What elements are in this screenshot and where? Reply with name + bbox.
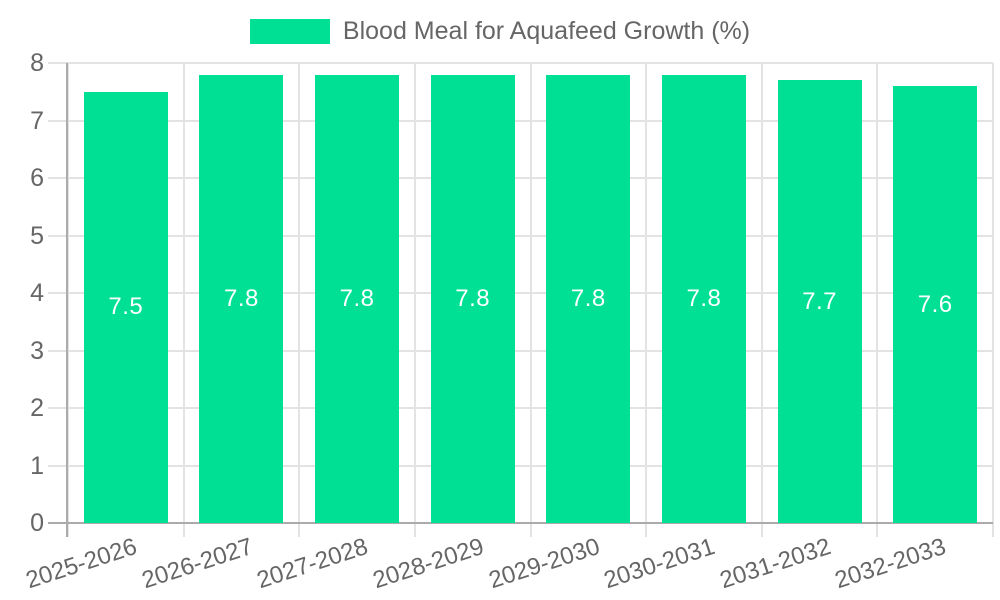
bar[interactable]: 7.8 <box>199 74 284 523</box>
y-gridline <box>48 62 993 64</box>
bar[interactable]: 7.8 <box>546 74 631 523</box>
bar-value-label: 7.8 <box>570 284 606 312</box>
y-gridline <box>48 292 993 294</box>
x-gridline <box>876 63 879 537</box>
x-gridline <box>67 63 69 537</box>
x-gridline <box>645 63 648 537</box>
y-axis-tick-label: 4 <box>30 279 44 307</box>
bar-value-label: 7.8 <box>455 284 491 312</box>
x-gridline <box>298 63 301 537</box>
x-gridline <box>992 63 994 537</box>
x-axis-tick-label: 2025-2026 <box>22 533 141 595</box>
x-axis-tick-label: 2029-2030 <box>485 533 603 595</box>
y-axis-line <box>66 63 68 537</box>
x-axis-tick-label: 2028-2029 <box>369 533 488 595</box>
bar[interactable]: 7.8 <box>430 74 515 523</box>
x-axis-tick-label: 2026-2027 <box>138 533 256 595</box>
x-axis-tick-label: 2031-2032 <box>716 533 834 595</box>
y-gridline <box>48 407 993 409</box>
y-gridline <box>48 349 993 352</box>
bar[interactable]: 7.7 <box>777 80 862 523</box>
x-axis-tick-label: 2030-2031 <box>600 533 719 595</box>
bar[interactable]: 7.8 <box>661 74 746 523</box>
legend-color-swatch <box>249 19 330 44</box>
x-gridline <box>760 63 763 537</box>
x-axis-line <box>48 522 993 524</box>
y-axis-tick-label: 8 <box>30 49 44 77</box>
x-axis-tick-label: 2032-2033 <box>832 533 950 595</box>
bar-value-label: 7.8 <box>339 284 375 312</box>
y-axis-tick-label: 5 <box>30 221 44 250</box>
bar-value-label: 7.8 <box>224 284 259 312</box>
y-gridline <box>48 119 993 122</box>
x-gridline <box>413 63 416 537</box>
y-gridline <box>48 177 993 179</box>
x-axis-tick-label: 2027-2028 <box>253 533 372 595</box>
chart-legend: Blood Meal for Aquafeed Growth (%) <box>0 17 1000 46</box>
y-axis-tick-label: 1 <box>30 451 44 480</box>
bar[interactable]: 7.8 <box>315 74 400 523</box>
bar-value-label: 7.6 <box>917 290 953 318</box>
legend-item[interactable]: Blood Meal for Aquafeed Growth (%) <box>249 17 751 46</box>
x-gridline <box>529 63 532 537</box>
y-axis-tick-label: 6 <box>30 164 44 192</box>
y-gridline <box>48 464 993 467</box>
y-axis-tick-label: 2 <box>30 394 44 422</box>
bar-value-label: 7.7 <box>802 287 837 315</box>
bar-value-label: 7.8 <box>686 284 722 312</box>
y-gridline <box>48 234 993 237</box>
y-axis-tick-label: 0 <box>30 509 44 537</box>
y-axis-tick-label: 7 <box>30 106 44 135</box>
bar[interactable]: 7.5 <box>83 91 168 523</box>
x-gridline <box>182 63 185 537</box>
bar[interactable]: 7.6 <box>893 86 978 523</box>
legend-label: Blood Meal for Aquafeed Growth (%) <box>342 17 751 45</box>
y-axis-tick-label: 3 <box>30 336 44 365</box>
bar-value-label: 7.5 <box>108 293 144 321</box>
